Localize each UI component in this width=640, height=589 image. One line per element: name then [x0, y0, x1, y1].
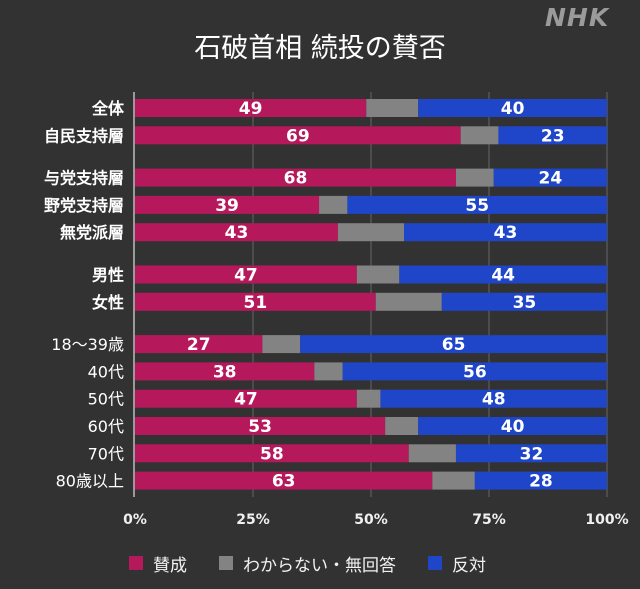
bar-segment — [385, 417, 419, 435]
value-label: 28 — [529, 472, 553, 492]
value-label: 53 — [248, 417, 272, 437]
legend-item: 賛成 — [129, 551, 187, 576]
bar-segment — [319, 195, 348, 214]
bar-segment — [408, 444, 456, 463]
bar-segment — [135, 335, 263, 354]
category-label: 50代 — [88, 390, 124, 409]
value-label: 23 — [541, 126, 565, 146]
bar-segment — [347, 195, 607, 214]
bar-segment — [418, 99, 607, 117]
value-label: 68 — [284, 169, 308, 189]
value-label: 69 — [286, 126, 310, 146]
bar-segment — [474, 471, 607, 490]
category-label: 野党支持層 — [44, 196, 124, 215]
value-label: 48 — [482, 390, 506, 410]
legend-item: 反対 — [428, 551, 486, 576]
value-label: 65 — [442, 335, 466, 355]
bar-segment — [135, 195, 320, 214]
bar-segment — [135, 99, 367, 117]
x-tick-label: 50% — [354, 512, 388, 528]
x-tick-label: 100% — [585, 512, 628, 528]
x-tick-label: 75% — [472, 512, 506, 528]
value-label: 38 — [213, 362, 237, 382]
bar-segment — [135, 168, 456, 187]
legend-label: 反対 — [452, 555, 486, 576]
category-label: 全体 — [91, 99, 125, 118]
bar-segment — [356, 265, 400, 284]
bar-segment — [399, 265, 607, 284]
bar-segment — [135, 362, 315, 381]
value-label: 24 — [539, 169, 563, 189]
value-label: 35 — [513, 293, 537, 313]
legend-swatch — [129, 556, 143, 570]
x-tick-label: 0% — [123, 512, 147, 528]
bar-segment — [135, 471, 433, 490]
value-label: 51 — [244, 293, 268, 313]
bar-segment — [493, 168, 607, 187]
value-label: 47 — [234, 390, 258, 410]
value-label: 47 — [234, 266, 258, 286]
labels: 0% 25% 50% 75% 100% 全体 49 40 自民支持層 69 23 与党支持層 68 24 野… — [44, 99, 629, 528]
nhk-logo: NHK — [545, 3, 610, 32]
bar-segment — [380, 389, 607, 408]
value-label: 55 — [465, 196, 489, 216]
bar-segment — [418, 417, 607, 435]
chart-title: 石破首相 続投の賛否 — [194, 33, 446, 64]
legend: 賛成 わからない・無回答 反対 — [129, 551, 518, 576]
value-label: 40 — [501, 417, 525, 437]
category-label: 80歳以上 — [56, 472, 124, 491]
value-label: 27 — [187, 335, 211, 355]
bar-segment — [460, 126, 499, 145]
bar-segment — [300, 335, 607, 354]
bar-segment — [441, 292, 607, 311]
bar-segment — [135, 417, 386, 435]
value-label: 58 — [260, 444, 284, 464]
bar-segment — [366, 99, 419, 117]
legend-item: わからない・無回答 — [219, 551, 396, 576]
value-label: 49 — [239, 99, 263, 119]
bar-segment — [356, 389, 381, 408]
bar-segment — [432, 471, 475, 490]
bar-segment — [135, 223, 338, 242]
value-label: 43 — [225, 223, 249, 243]
bar-segment — [404, 223, 607, 242]
bar-segment — [498, 126, 607, 145]
category-label: 40代 — [88, 362, 124, 381]
bar-segment — [135, 265, 357, 284]
legend-swatch — [428, 556, 442, 570]
bar-segment — [135, 292, 376, 311]
bar-segment — [455, 168, 494, 187]
value-label: 63 — [272, 472, 296, 492]
bar-segment — [342, 362, 607, 381]
bar-segment — [375, 292, 442, 311]
category-label: 70代 — [88, 444, 124, 463]
legend-label: 賛成 — [153, 555, 187, 576]
category-label: 18〜39歳 — [51, 335, 124, 354]
category-label: 無党派層 — [60, 223, 124, 242]
bar-segment — [262, 335, 301, 354]
category-label: 男性 — [92, 266, 124, 285]
category-label: 60代 — [88, 417, 124, 436]
value-label: 39 — [215, 196, 239, 216]
legend-label: わからない・無回答 — [243, 555, 396, 576]
x-tick-label: 25% — [236, 512, 270, 528]
bar-segment — [135, 126, 461, 145]
value-label: 43 — [494, 223, 518, 243]
value-label: 40 — [501, 99, 525, 119]
value-label: 56 — [463, 362, 487, 382]
bar-segment — [455, 444, 607, 463]
value-label: 44 — [491, 266, 515, 286]
bars — [135, 99, 607, 490]
category-label: 与党支持層 — [44, 169, 124, 188]
bar-segment — [314, 362, 343, 381]
bar-segment — [337, 223, 405, 242]
legend-swatch — [219, 556, 233, 570]
category-label: 女性 — [92, 293, 124, 312]
category-label: 自民支持層 — [44, 126, 124, 145]
bar-segment — [135, 444, 409, 463]
value-label: 32 — [520, 444, 544, 464]
bar-segment — [135, 389, 357, 408]
